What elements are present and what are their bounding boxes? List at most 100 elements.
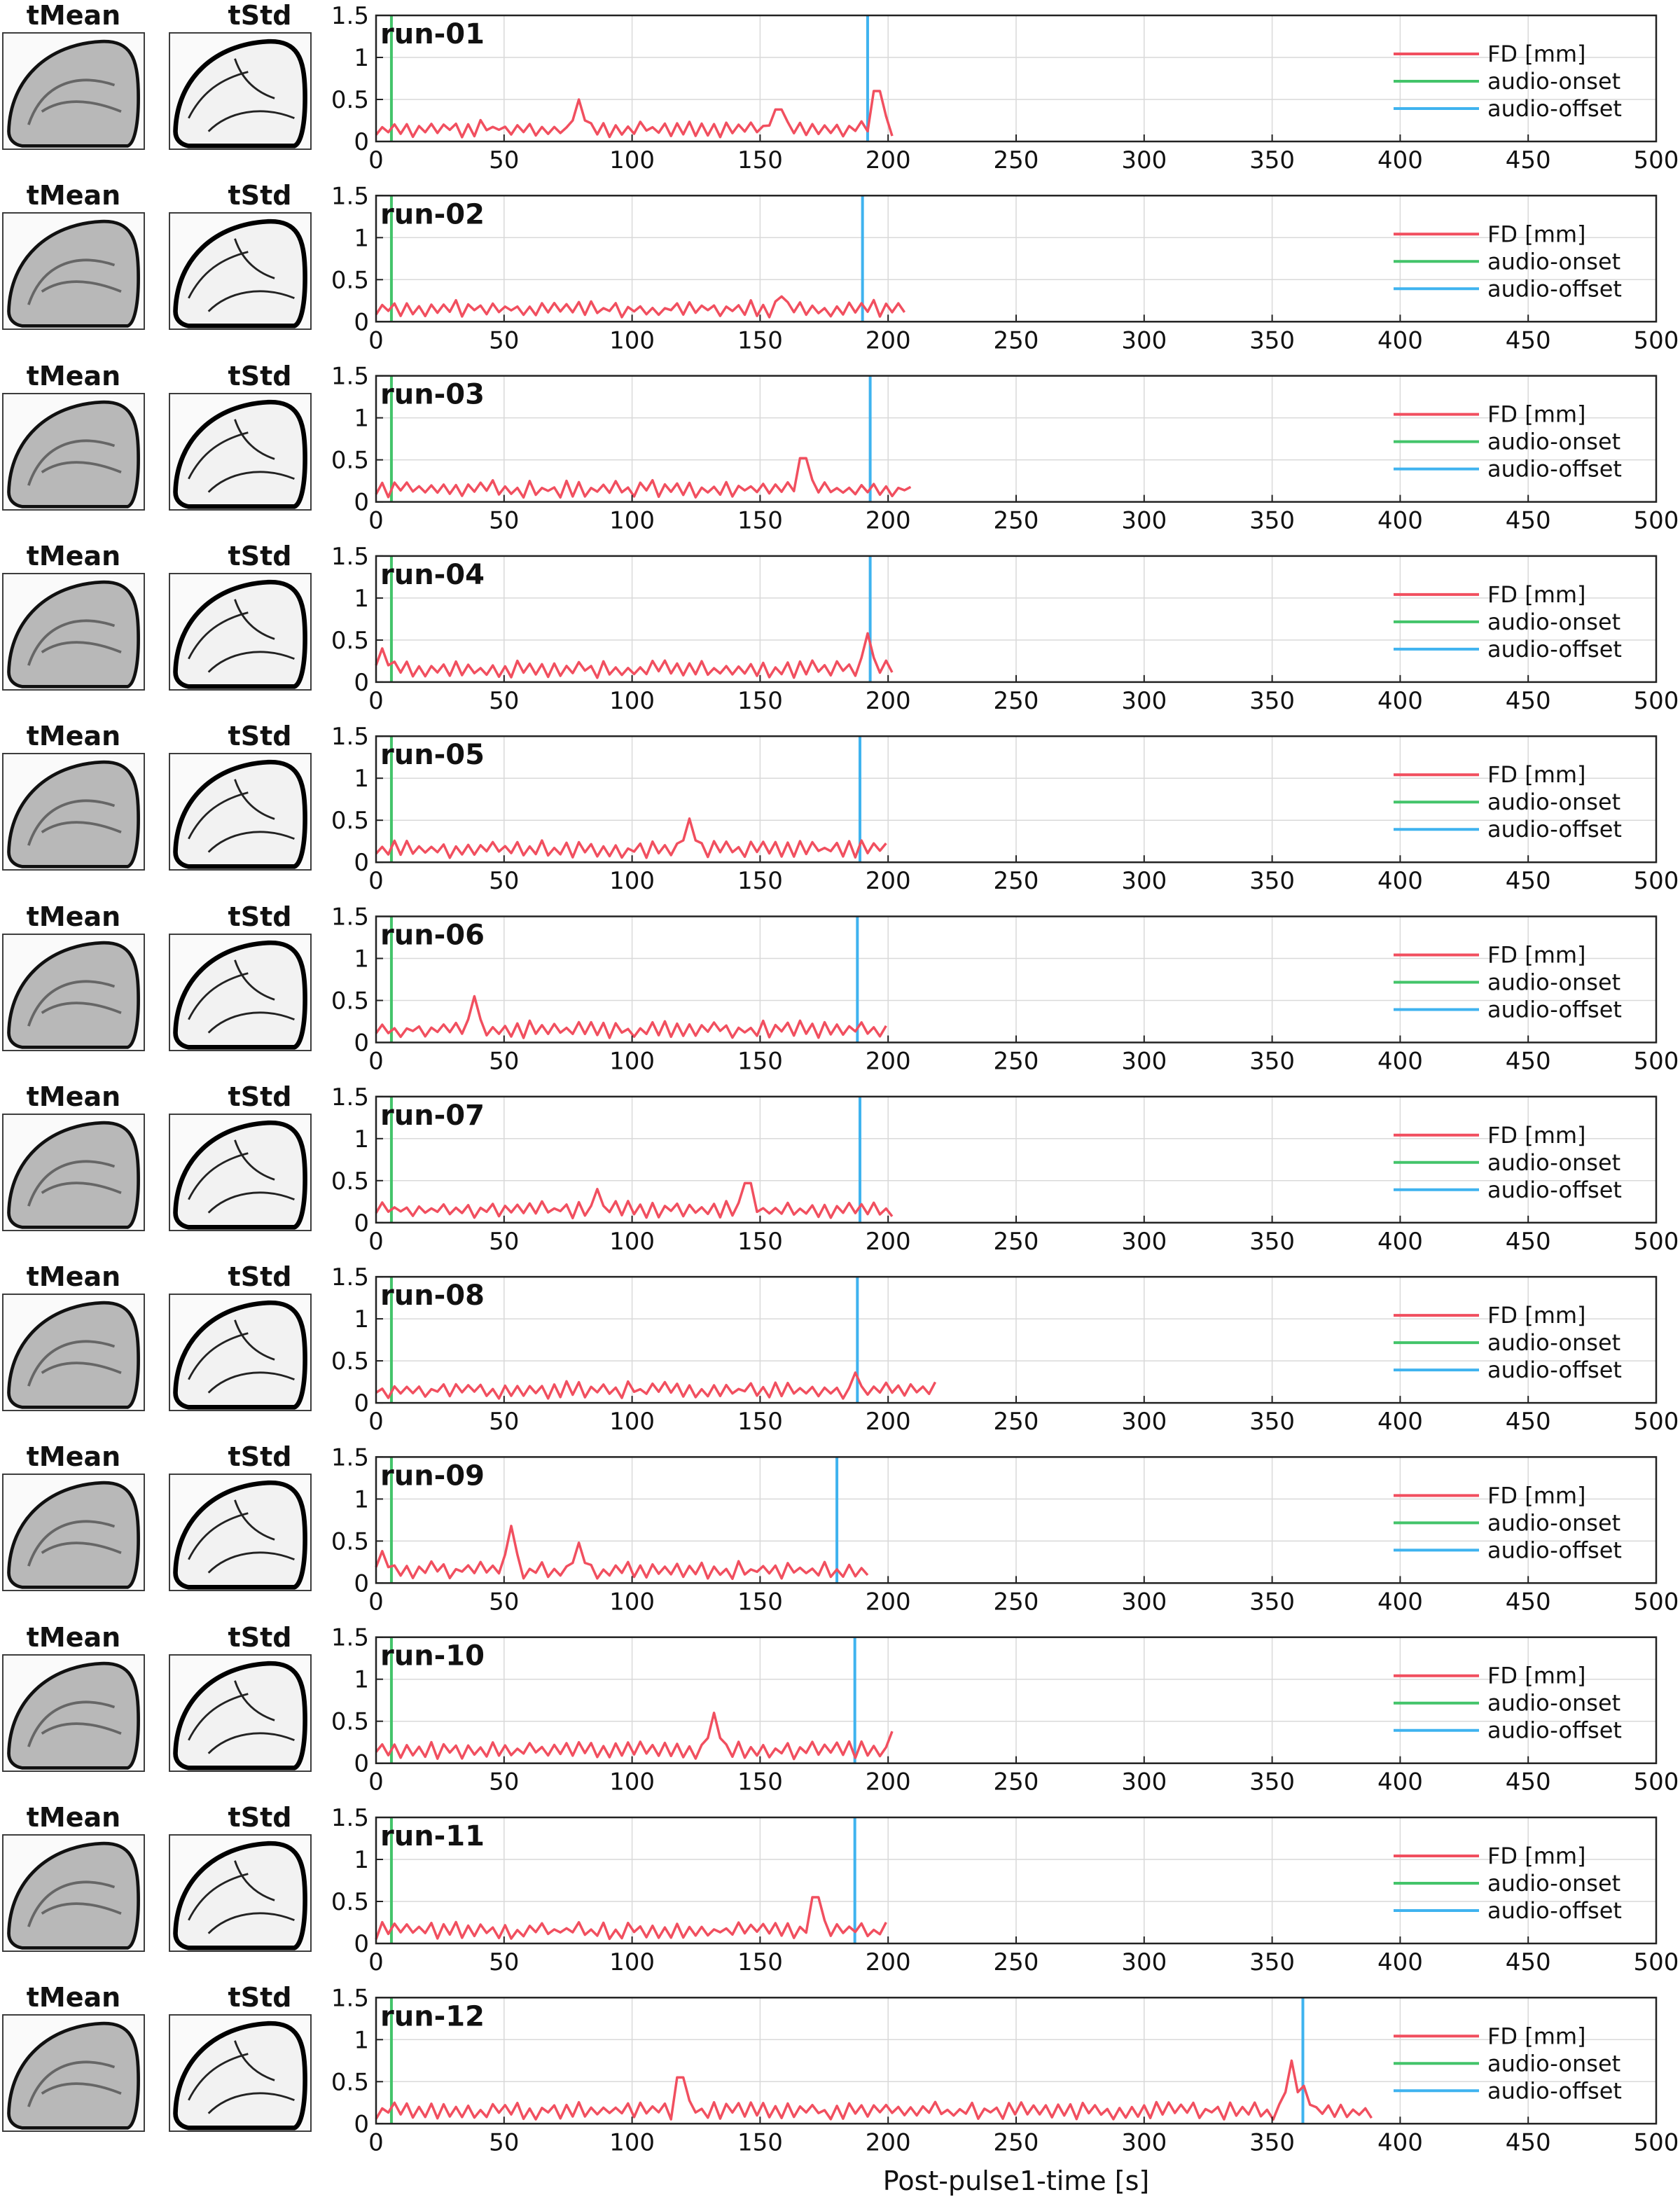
- legend-label: FD [mm]: [1487, 581, 1586, 608]
- x-tick-label: 350: [1249, 1768, 1295, 1796]
- y-tick-label: 0: [354, 128, 369, 156]
- legend-label: audio-offset: [1487, 456, 1622, 483]
- x-tick-label: 50: [489, 687, 519, 715]
- run-title: run-05: [380, 739, 485, 771]
- y-tick-label: 0: [354, 1030, 369, 1058]
- x-tick-label: 200: [866, 867, 911, 895]
- fd-series-line: [375, 295, 906, 319]
- legend-label: FD [mm]: [1487, 1843, 1586, 1869]
- legend-label: audio-offset: [1487, 1897, 1622, 1924]
- x-tick-label: 400: [1377, 1228, 1423, 1256]
- x-tick-label: 100: [609, 1768, 655, 1796]
- brain-std-image: [169, 2014, 312, 2133]
- legend-label: audio-onset: [1487, 429, 1620, 455]
- y-tick-label: 0.5: [331, 987, 369, 1016]
- x-tick-label: 200: [866, 1048, 911, 1076]
- y-tick-label: 0: [354, 1569, 369, 1597]
- y-tick-label: 1: [354, 1485, 369, 1513]
- x-tick-label: 100: [609, 1948, 655, 1976]
- fd-series-line: [375, 1896, 887, 1941]
- x-tick-label: 350: [1249, 1948, 1295, 1976]
- x-tick-label: 300: [1121, 1948, 1167, 1976]
- x-tick-label: 250: [994, 146, 1039, 174]
- legend-label: FD [mm]: [1487, 761, 1586, 788]
- x-tick-label: 50: [489, 1588, 519, 1616]
- x-tick-label: 350: [1249, 1228, 1295, 1256]
- x-tick-label: 400: [1377, 507, 1423, 535]
- x-tick-label: 150: [737, 1408, 783, 1436]
- x-tick-label: 300: [1121, 146, 1167, 174]
- brain-std-image: [169, 572, 312, 691]
- legend-label: audio-onset: [1487, 789, 1620, 815]
- x-tick-label: 200: [866, 2128, 911, 2156]
- x-tick-label: 200: [866, 1228, 911, 1256]
- x-tick-label: 500: [1634, 1588, 1679, 1616]
- legend-label: audio-onset: [1487, 248, 1620, 275]
- y-tick-label: 1: [354, 44, 369, 72]
- run-panel: 0 50 100 150 200 250 300 350 400 450 500 0 0.5 1 1.5 ru…: [331, 1083, 1679, 1256]
- x-tick-label: 200: [866, 326, 911, 354]
- x-tick-label: 500: [1634, 687, 1679, 715]
- legend-label: audio-offset: [1487, 636, 1622, 663]
- legend-label: FD [mm]: [1487, 221, 1586, 247]
- y-tick-label: 0: [354, 1210, 369, 1238]
- thumbnail-label-mean: tMean: [26, 1081, 121, 1112]
- x-tick-label: 500: [1634, 507, 1679, 535]
- thumbnail-label-std: tStd: [228, 1621, 292, 1653]
- x-tick-label: 0: [368, 1408, 384, 1436]
- y-tick-label: 0.5: [331, 1888, 369, 1916]
- brain-mean-image: [2, 1113, 145, 1231]
- x-tick-label: 500: [1634, 326, 1679, 354]
- run-title: run-06: [380, 920, 485, 952]
- x-tick-label: 400: [1377, 867, 1423, 895]
- grid: [375, 1997, 1657, 2125]
- brain-mean-image: [2, 1834, 145, 1952]
- brain-mean-image: [2, 2014, 145, 2133]
- x-tick-label: 0: [368, 146, 384, 174]
- y-tick-label: 0: [354, 669, 369, 697]
- x-tick-label: 350: [1249, 146, 1295, 174]
- y-tick-label: 0.5: [331, 2068, 369, 2096]
- run-title: run-11: [380, 1820, 485, 1852]
- x-tick-label: 100: [609, 687, 655, 715]
- x-tick-label: 450: [1506, 867, 1551, 895]
- x-tick-label: 500: [1634, 1048, 1679, 1076]
- grid: [375, 915, 1657, 1044]
- legend-label: audio-offset: [1487, 95, 1622, 122]
- x-tick-label: 0: [368, 1768, 384, 1796]
- x-tick-label: 150: [737, 687, 783, 715]
- x-tick-label: 250: [994, 867, 1039, 895]
- x-tick-label: 150: [737, 1948, 783, 1976]
- x-tick-label: 100: [609, 1408, 655, 1436]
- fd-series-line: [375, 1371, 937, 1400]
- y-tick-label: 0.5: [331, 266, 369, 294]
- thumbnail-label-std: tStd: [228, 540, 292, 571]
- thumbnail-label-mean: tMean: [26, 0, 121, 31]
- fd-series-line: [375, 632, 894, 679]
- run-panel: 0 50 100 150 200 250 300 350 400 450 500 0 0.5 1 1.5 ru…: [331, 723, 1679, 895]
- x-tick-label: 200: [866, 146, 911, 174]
- legend-label: audio-onset: [1487, 1509, 1620, 1536]
- x-tick-label: 150: [737, 146, 783, 174]
- y-tick-label: 0: [354, 1930, 369, 1958]
- brain-std-image: [169, 1294, 312, 1412]
- y-tick-label: 0: [354, 1389, 369, 1418]
- x-tick-label: 200: [866, 1948, 911, 1976]
- y-tick-label: 0.5: [331, 447, 369, 475]
- run-panel: 0 50 100 150 200 250 300 350 400 450 500 0 0.5 1 1.5 ru…: [331, 1804, 1679, 1976]
- x-tick-label: 450: [1506, 1948, 1551, 1976]
- x-tick-label: 150: [737, 1588, 783, 1616]
- y-tick-label: 0: [354, 489, 369, 517]
- brain-mean-image: [2, 1294, 145, 1412]
- x-tick-label: 350: [1249, 2128, 1295, 2156]
- x-tick-label: 300: [1121, 2128, 1167, 2156]
- x-tick-label: 500: [1634, 2128, 1679, 2156]
- run-title: run-04: [380, 559, 485, 591]
- x-tick-label: 50: [489, 867, 519, 895]
